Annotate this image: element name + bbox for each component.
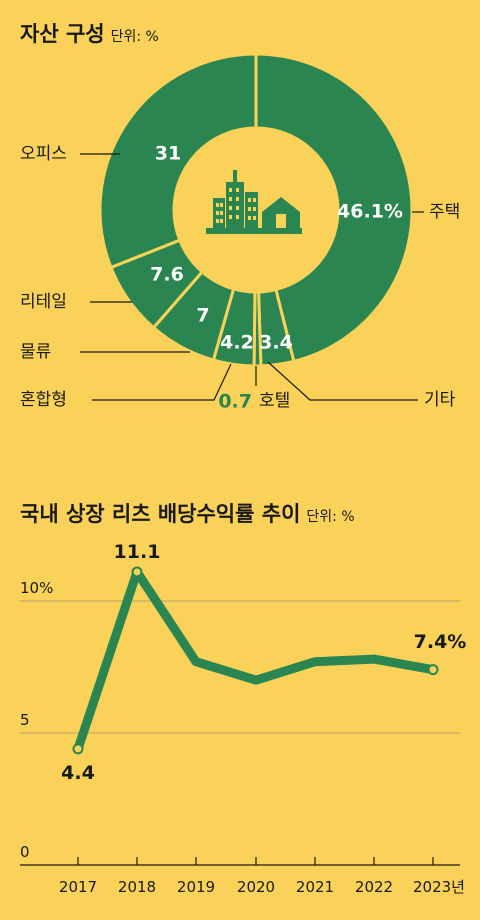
slice-value-5: 7.6 bbox=[150, 264, 184, 286]
slice-label-6: 오피스 bbox=[20, 144, 67, 164]
slice-label-5: 리테일 bbox=[20, 292, 67, 312]
xtick-label-2: 2019 bbox=[177, 878, 215, 896]
slice-value-2: 0.7 bbox=[218, 391, 252, 413]
point-label-6: 7.4% bbox=[414, 631, 467, 653]
slice-label-2: 호텔 bbox=[259, 391, 290, 411]
xtick-label-3: 2020 bbox=[237, 878, 275, 896]
data-point-6 bbox=[429, 665, 438, 674]
slice-label-1: 기타 bbox=[424, 390, 456, 410]
leader-3 bbox=[92, 364, 231, 400]
slice-label-0: 주택 bbox=[429, 202, 460, 222]
ytick-label-0: 0 bbox=[20, 843, 30, 861]
slice-label-3: 혼합형 bbox=[20, 390, 67, 410]
yield-unit: 단위: % bbox=[306, 509, 354, 525]
building-house-icon bbox=[206, 170, 302, 234]
ytick-label-2: 10% bbox=[20, 579, 53, 597]
slice-value-4: 7 bbox=[196, 305, 209, 327]
xtick-label-4: 2021 bbox=[296, 878, 334, 896]
ytick-label-1: 5 bbox=[20, 711, 30, 729]
dividend-yield-title: 국내 상장 리츠 배당수익률 추이 단위: % bbox=[20, 498, 355, 528]
xtick-label-6: 2023년 bbox=[413, 878, 465, 896]
data-point-0 bbox=[74, 744, 83, 753]
point-label-1: 11.1 bbox=[114, 541, 161, 563]
xtick-label-0: 2017 bbox=[59, 878, 97, 896]
slice-value-6: 31 bbox=[155, 143, 181, 165]
slice-label-4: 물류 bbox=[20, 342, 51, 362]
yield-title-text: 국내 상장 리츠 배당수익률 추이 bbox=[20, 502, 300, 526]
slice-value-1: 3.4 bbox=[259, 332, 293, 354]
leader-1 bbox=[268, 362, 418, 400]
series-line bbox=[78, 572, 433, 749]
slice-value-0: 46.1% bbox=[337, 201, 403, 223]
xtick-label-1: 2018 bbox=[118, 878, 156, 896]
data-point-1 bbox=[133, 567, 142, 576]
point-label-0: 4.4 bbox=[61, 762, 95, 784]
slice-value-3: 4.2 bbox=[220, 332, 254, 354]
xtick-label-5: 2022 bbox=[355, 878, 393, 896]
